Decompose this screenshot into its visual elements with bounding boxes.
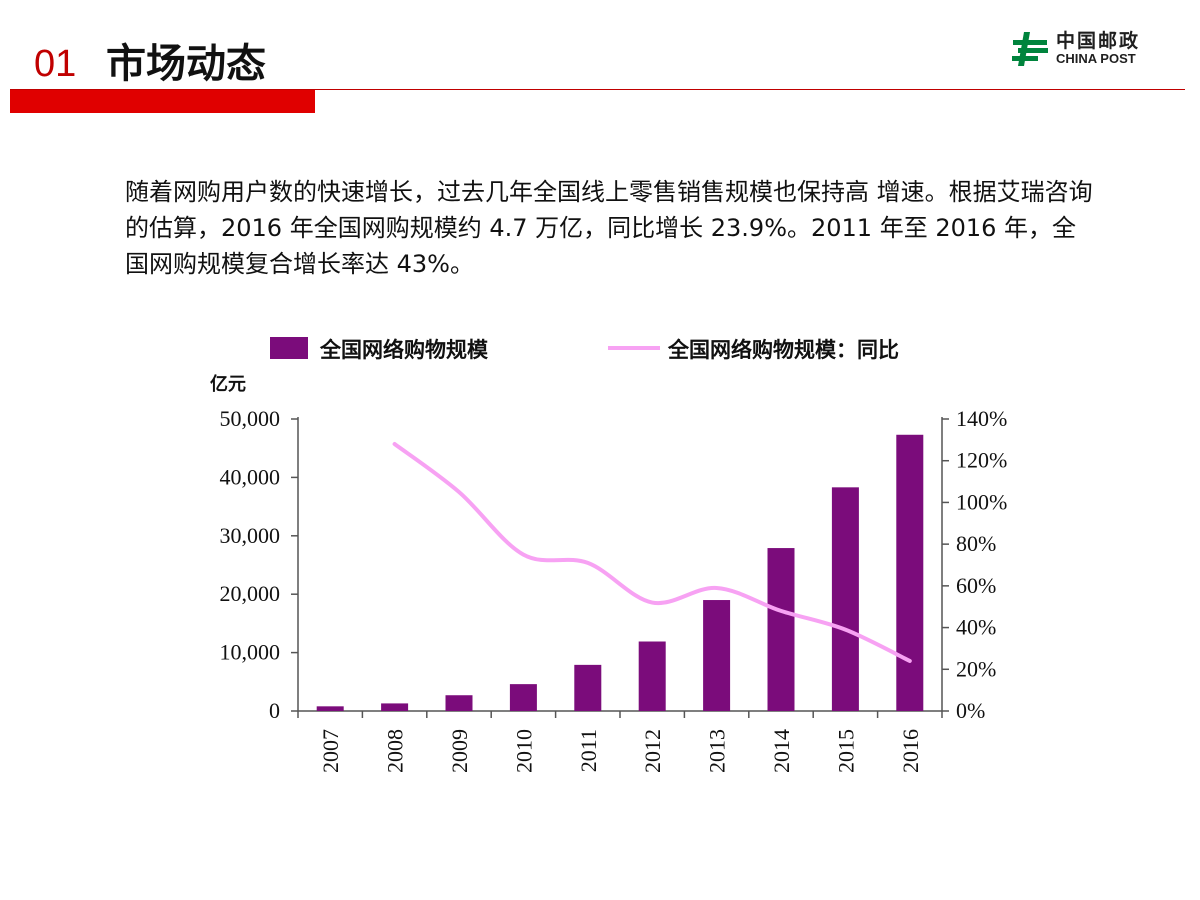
bar-2014 <box>767 548 795 711</box>
y-right-tick-label: 120% <box>956 448 1007 473</box>
y-axis-unit: 亿元 <box>210 373 246 395</box>
bar-2009 <box>445 695 473 711</box>
x-tick-label: 2008 <box>383 729 408 773</box>
bar-2008 <box>381 703 409 711</box>
y-right-tick-label: 0% <box>956 698 985 723</box>
logo-name-en: CHINA POST <box>1056 51 1136 66</box>
y-left-tick-label: 20,000 <box>220 581 281 606</box>
body-paragraph: 随着网购用户数的快速增长，过去几年全国线上零售销售规模也保持高 增速。根据艾瑞咨… <box>125 178 1093 278</box>
x-tick-label: 2015 <box>833 729 858 773</box>
bar-2010 <box>509 684 537 711</box>
y-right-tick-label: 20% <box>956 656 996 681</box>
header-divider <box>10 89 1185 90</box>
y-left-tick-label: 0 <box>269 698 280 723</box>
x-tick-label: 2013 <box>705 729 730 773</box>
y-right-tick-label: 40% <box>956 615 996 640</box>
y-right-tick-label: 140% <box>956 406 1007 431</box>
y-right-tick-label: 100% <box>956 489 1007 514</box>
legend-line-label: 全国网络购物规模：同比 <box>667 337 899 362</box>
y-left-tick-label: 50,000 <box>220 406 281 431</box>
bar-2016 <box>896 434 924 711</box>
china-post-logo: 中国邮政 CHINA POST <box>1010 30 1170 70</box>
bar-2007 <box>316 706 344 711</box>
page-title: 市场动态 <box>106 41 266 87</box>
x-tick-label: 2014 <box>769 729 794 773</box>
y-left-tick-label: 30,000 <box>220 523 281 548</box>
bar-2013 <box>703 600 731 711</box>
x-tick-label: 2016 <box>898 729 923 773</box>
legend-bar-swatch <box>270 337 308 359</box>
y-right-tick-label: 80% <box>956 531 996 556</box>
y-left-tick-label: 10,000 <box>220 640 281 665</box>
y-right-tick-label: 60% <box>956 573 996 598</box>
x-tick-label: 2012 <box>640 729 665 773</box>
bar-2015 <box>831 487 859 711</box>
x-tick-label: 2011 <box>576 729 601 772</box>
online-shopping-chart: 全国网络购物规模 全国网络购物规模：同比 亿元 0 10,000 20,000 30,… <box>210 337 1007 773</box>
section-number: 01 <box>34 43 77 85</box>
bar-2011 <box>574 664 602 711</box>
logo-name-cn: 中国邮政 <box>1056 30 1141 52</box>
legend-bar-label: 全国网络购物规模 <box>319 337 489 362</box>
y-left-tick-label: 40,000 <box>220 464 281 489</box>
header-accent-bar <box>10 90 315 113</box>
x-tick-label: 2009 <box>447 729 472 773</box>
bar-2012 <box>638 641 666 711</box>
china-post-logo-icon <box>1012 32 1048 66</box>
x-tick-label: 2010 <box>511 729 536 773</box>
x-tick-label: 2007 <box>318 729 343 773</box>
